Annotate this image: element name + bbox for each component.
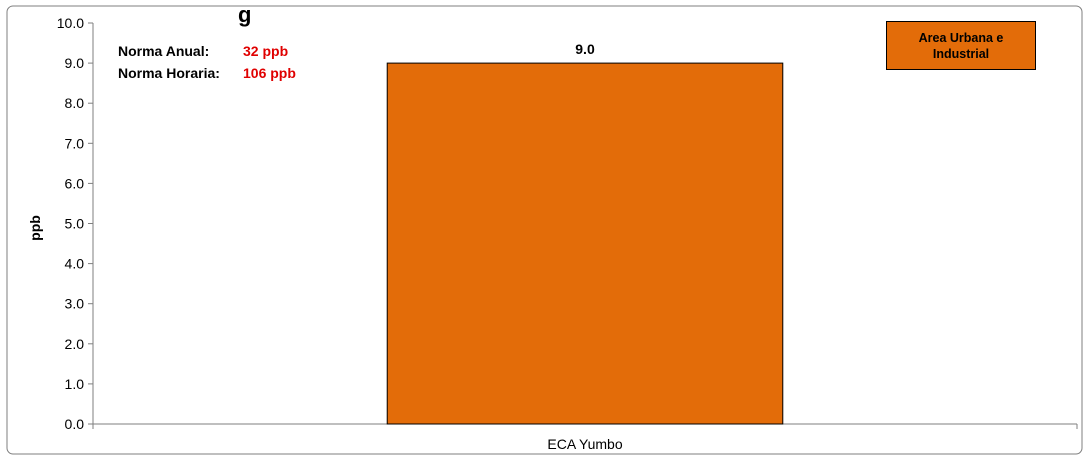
- norma-anual-value: 32 ppb: [243, 43, 289, 59]
- y-tick-label: 3.0: [65, 296, 85, 312]
- norma-anual-label: Norma Anual:: [118, 43, 210, 59]
- y-tick-label: 7.0: [65, 135, 85, 151]
- y-tick-label: 6.0: [65, 175, 85, 191]
- chart-title-fragment: g: [238, 2, 251, 27]
- bars: [386, 62, 784, 425]
- x-axis: ECA Yumbo: [92, 423, 1078, 452]
- chart-frame: [6, 5, 1083, 455]
- y-tick-label: 5.0: [65, 216, 85, 232]
- data-labels: 9.0: [575, 41, 595, 57]
- y-tick-label: 1.0: [65, 376, 85, 392]
- y-tick-label: 8.0: [65, 95, 85, 111]
- y-tick-label: 0.0: [65, 416, 85, 432]
- y-tick-label: 2.0: [65, 336, 85, 352]
- data-label: 9.0: [575, 41, 595, 57]
- bar-eca-yumbo: [386, 62, 784, 425]
- norma-horaria-value: 106 ppb: [243, 65, 296, 81]
- y-axis: 0.0 1.0 2.0 3.0 4.0 5.0 6.0 7.0 8.0 9.0 10.0: [57, 15, 94, 432]
- y-tick-label: 4.0: [65, 256, 85, 272]
- y-tick-label: 10.0: [57, 15, 84, 31]
- norma-horaria-annotation: Norma Horaria:: [118, 65, 220, 81]
- x-tick-label: ECA Yumbo: [547, 436, 622, 452]
- norma-anual-annotation: Norma Anual:: [118, 43, 209, 59]
- legend-area-urbana: Area Urbana e Industrial: [886, 21, 1036, 70]
- norma-horaria-label: Norma Horaria:: [118, 65, 220, 81]
- norma-anual-value-wrap: 32 ppb: [243, 43, 288, 59]
- y-axis-label: ppb: [27, 215, 43, 241]
- norma-horaria-value-wrap: 106 ppb: [243, 65, 296, 81]
- legend-label: Area Urbana e Industrial: [918, 30, 1004, 61]
- y-tick-label: 9.0: [65, 55, 85, 71]
